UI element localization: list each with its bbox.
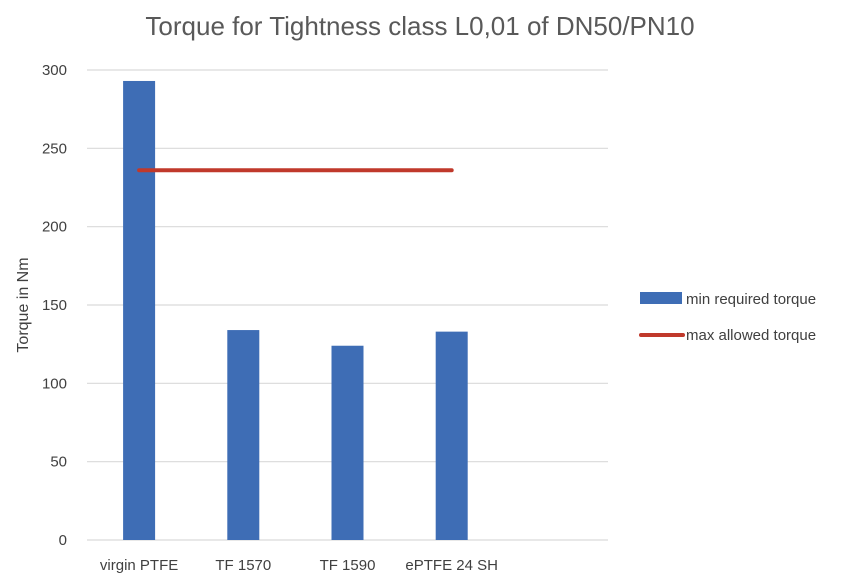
x-axis-ticks: virgin PTFE TF 1570 TF 1590 ePTFE 24 SH: [100, 557, 498, 574]
y-axis-label: Torque in Nm: [15, 257, 32, 352]
y-tick-label: 100: [42, 375, 67, 392]
bar-tf-1570: [227, 330, 260, 540]
y-tick-label: 300: [42, 62, 67, 79]
chart-title: Torque for Tightness class L0,01 of DN50…: [145, 11, 694, 41]
bars: [123, 80, 468, 540]
x-tick-label: virgin PTFE: [100, 557, 178, 574]
bar-eptfe-24-sh: [435, 331, 468, 540]
y-tick-label: 150: [42, 297, 67, 314]
x-tick-label: TF 1570: [215, 557, 271, 574]
y-tick-label: 200: [42, 219, 67, 236]
y-tick-label: 0: [59, 532, 67, 549]
y-tick-label: 50: [50, 454, 67, 471]
legend-label-min-required-torque: min required torque: [686, 291, 816, 308]
bar-virgin-ptfe: [123, 80, 156, 540]
legend: min required torque max allowed torque: [639, 291, 816, 344]
y-tick-label: 250: [42, 140, 67, 157]
legend-swatch-min-required-torque: [640, 292, 682, 304]
x-tick-label: TF 1590: [320, 557, 376, 574]
bar-tf-1590: [331, 345, 364, 540]
y-axis-ticks: 0 50 100 150 200 250 300: [42, 62, 67, 549]
legend-label-max-allowed-torque: max allowed torque: [686, 327, 816, 344]
x-tick-label: ePTFE 24 SH: [405, 557, 498, 574]
